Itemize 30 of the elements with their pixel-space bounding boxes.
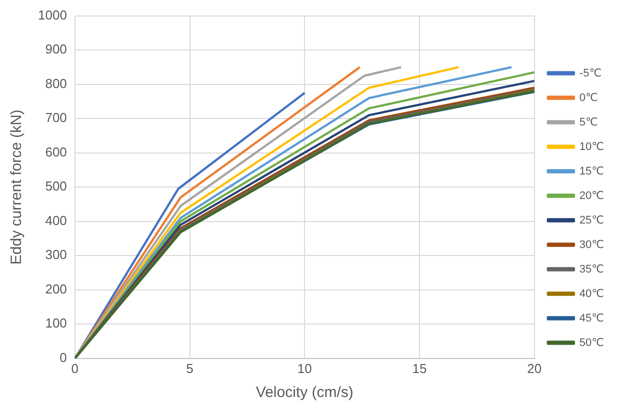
legend-label: 20℃ xyxy=(579,190,604,202)
legend-label: -5℃ xyxy=(579,67,602,80)
y-tick-label: 500 xyxy=(45,178,67,194)
y-tick-label: 300 xyxy=(45,247,67,262)
legend-label: 15℃ xyxy=(579,165,604,178)
legend-label: 35℃ xyxy=(579,263,604,276)
legend-label: 5℃ xyxy=(579,116,598,128)
y-tick-label: 700 xyxy=(45,110,67,126)
x-tick-label: 0 xyxy=(71,360,79,376)
legend-label: 30℃ xyxy=(579,238,604,251)
x-tick-label: 5 xyxy=(186,360,194,376)
legend-label: 50℃ xyxy=(579,336,604,349)
y-tick-label: 800 xyxy=(45,76,67,91)
legend-label: 10℃ xyxy=(579,140,604,153)
y-tick-label: 400 xyxy=(45,212,67,228)
legend-label: 0℃ xyxy=(579,92,598,104)
y-axis-title: Eddy current force (kN) xyxy=(8,110,26,265)
x-tick-label: 10 xyxy=(297,360,312,376)
x-tick-label: 20 xyxy=(527,360,542,376)
x-axis-title: Velocity (cm/s) xyxy=(256,384,354,402)
y-tick-label: 200 xyxy=(45,281,67,296)
legend-label: 40℃ xyxy=(579,288,604,300)
legend-label: 25℃ xyxy=(579,214,604,226)
y-tick-label: 100 xyxy=(45,316,67,331)
y-tick-label: 1000 xyxy=(38,7,67,22)
y-tick-label: 0 xyxy=(60,350,67,365)
x-tick-label: 15 xyxy=(412,360,427,376)
y-tick-label: 600 xyxy=(45,144,67,160)
y-tick-label: 900 xyxy=(45,42,67,57)
legend-label: 45℃ xyxy=(579,312,604,324)
